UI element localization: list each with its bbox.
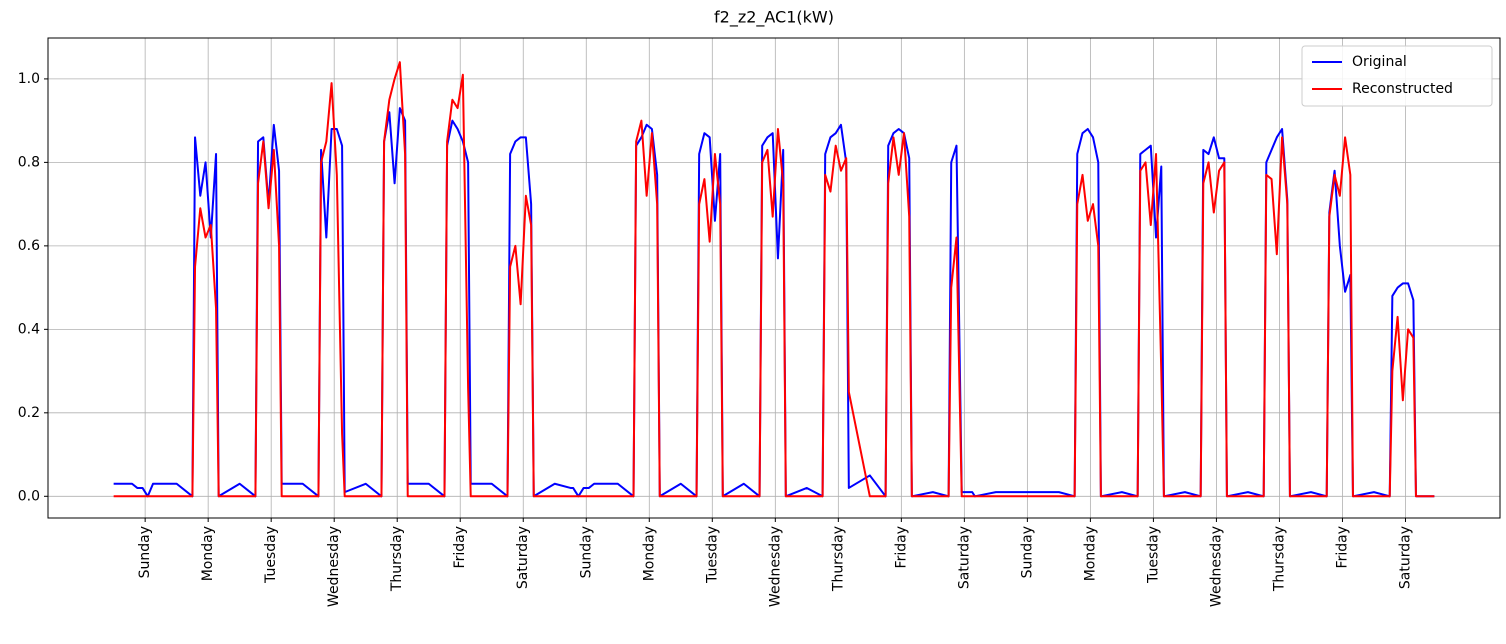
x-tick-label: Sunday xyxy=(578,526,594,578)
x-tick-label: Tuesday xyxy=(1145,526,1161,584)
x-tick-label: Sunday xyxy=(137,526,153,578)
y-tick-label: 0.0 xyxy=(18,488,40,504)
series-line xyxy=(113,107,1435,498)
x-tick-label: Wednesday xyxy=(767,526,783,607)
legend-label: Reconstructed xyxy=(1352,81,1453,97)
x-tick-label: Sunday xyxy=(1019,526,1035,578)
x-tick-label: Monday xyxy=(200,526,216,581)
x-tick-label: Saturday xyxy=(1397,526,1413,589)
series-line xyxy=(113,61,1435,498)
x-tick-label: Friday xyxy=(452,526,468,568)
x-tick-label: Monday xyxy=(1082,526,1098,581)
x-tick-label: Thursday xyxy=(389,526,405,592)
x-tick-label: Thursday xyxy=(830,526,846,592)
y-tick-label: 0.8 xyxy=(18,154,40,170)
x-tick-label: Wednesday xyxy=(326,526,342,607)
x-tick-label: Friday xyxy=(893,526,909,568)
plot-frame xyxy=(47,37,1501,519)
x-tick-label: Tuesday xyxy=(263,526,279,584)
x-tick-label: Wednesday xyxy=(1208,526,1224,607)
legend-label: Original xyxy=(1352,54,1407,70)
x-tick-label: Friday xyxy=(1334,526,1350,568)
x-tick-label: Saturday xyxy=(956,526,972,589)
y-tick-label: 0.4 xyxy=(18,321,40,337)
y-tick-label: 0.6 xyxy=(18,238,40,254)
x-tick-label: Monday xyxy=(641,526,657,581)
y-tick-label: 1.0 xyxy=(18,71,40,87)
y-tick-label: 0.2 xyxy=(18,405,40,421)
x-tick-label: Saturday xyxy=(515,526,531,589)
x-tick-label: Tuesday xyxy=(704,526,720,584)
x-tick-label: Thursday xyxy=(1271,526,1287,592)
legend-box xyxy=(1301,45,1493,107)
chart-title: f2_z2_AC1(kW) xyxy=(714,8,834,28)
